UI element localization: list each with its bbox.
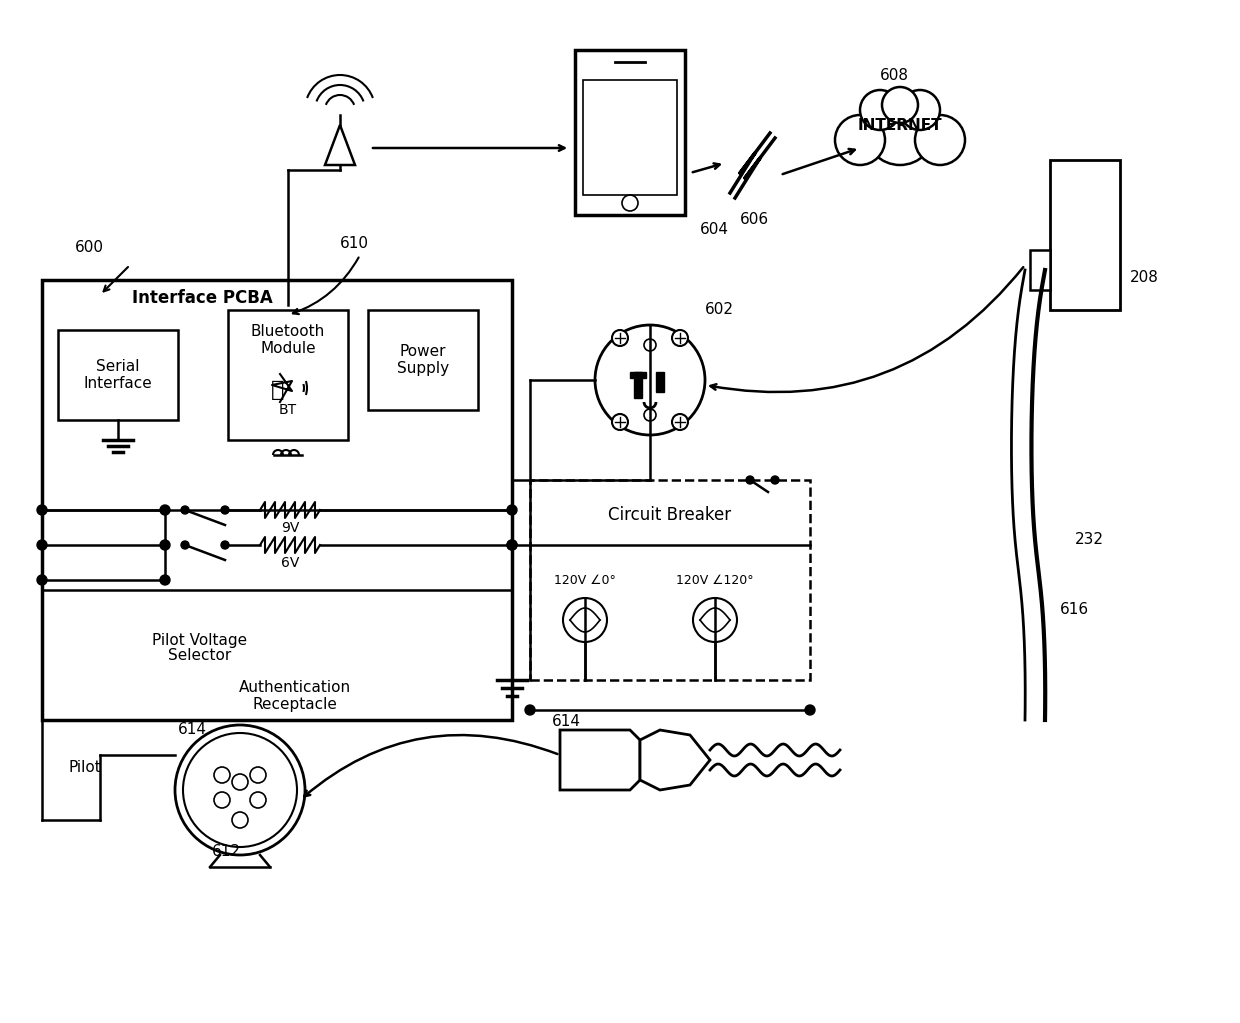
Text: 608: 608 [880,68,909,83]
Text: 6V: 6V [280,555,299,570]
Bar [228,310,348,440]
Text: Power
Supply: Power Supply [397,344,449,376]
Text: 610: 610 [340,235,370,251]
Circle shape [160,575,170,585]
Text: 208: 208 [1130,270,1159,285]
Text: INTERNET: INTERNET [858,118,942,133]
Text: 614: 614 [552,714,582,729]
Text: Pilot Voltage: Pilot Voltage [153,632,248,648]
Text: Selector: Selector [169,649,232,664]
Text: ⧗: ⧗ [272,380,285,400]
Circle shape [181,541,188,549]
Bar [42,280,512,720]
Circle shape [672,414,688,430]
Text: 616: 616 [1060,603,1089,618]
Circle shape [160,505,170,515]
Circle shape [882,87,918,123]
Text: Circuit Breaker: Circuit Breaker [609,506,732,524]
Bar [1050,160,1120,310]
Circle shape [771,476,779,484]
Circle shape [866,95,935,165]
Text: 120V ∠0°: 120V ∠0° [554,574,616,586]
Text: Pilot: Pilot [68,760,100,775]
Circle shape [507,540,517,550]
Circle shape [746,476,754,484]
Text: 606: 606 [740,213,769,227]
Text: Authentication: Authentication [239,680,351,696]
Text: 604: 604 [701,222,729,237]
Text: 602: 602 [706,303,734,317]
Circle shape [644,339,656,351]
Polygon shape [630,372,646,379]
Text: Receptacle: Receptacle [253,697,337,712]
Polygon shape [640,730,711,790]
Circle shape [37,505,47,515]
Polygon shape [325,125,355,165]
Circle shape [181,506,188,514]
Circle shape [672,330,688,346]
Text: Serial
Interface: Serial Interface [83,359,153,391]
Bar [575,50,684,215]
Circle shape [507,540,517,550]
Circle shape [37,575,47,585]
Circle shape [221,506,229,514]
Text: 120V ∠120°: 120V ∠120° [676,574,754,586]
Bar [368,310,477,410]
Text: 600: 600 [74,240,104,256]
Circle shape [507,505,517,515]
Bar [58,330,179,420]
Circle shape [613,330,627,346]
Circle shape [644,409,656,421]
Text: 9V: 9V [280,521,299,535]
Text: 614: 614 [179,722,207,738]
Text: Interface PCBA: Interface PCBA [131,290,273,307]
Circle shape [595,325,706,435]
Circle shape [525,705,534,715]
Polygon shape [656,372,663,392]
Bar [1030,250,1050,290]
Text: 232: 232 [1075,533,1104,547]
Circle shape [37,540,47,550]
Text: 612: 612 [212,845,241,859]
Circle shape [613,414,627,430]
Text: BT: BT [279,403,298,417]
Circle shape [915,115,965,165]
Circle shape [805,705,815,715]
Circle shape [835,115,885,165]
Bar [583,80,677,195]
Circle shape [861,90,900,130]
Bar [529,480,810,680]
Circle shape [160,540,170,550]
Text: Bluetooth
Module: Bluetooth Module [250,324,325,356]
Circle shape [221,541,229,549]
Circle shape [900,90,940,130]
Polygon shape [634,372,642,398]
Polygon shape [560,730,640,790]
